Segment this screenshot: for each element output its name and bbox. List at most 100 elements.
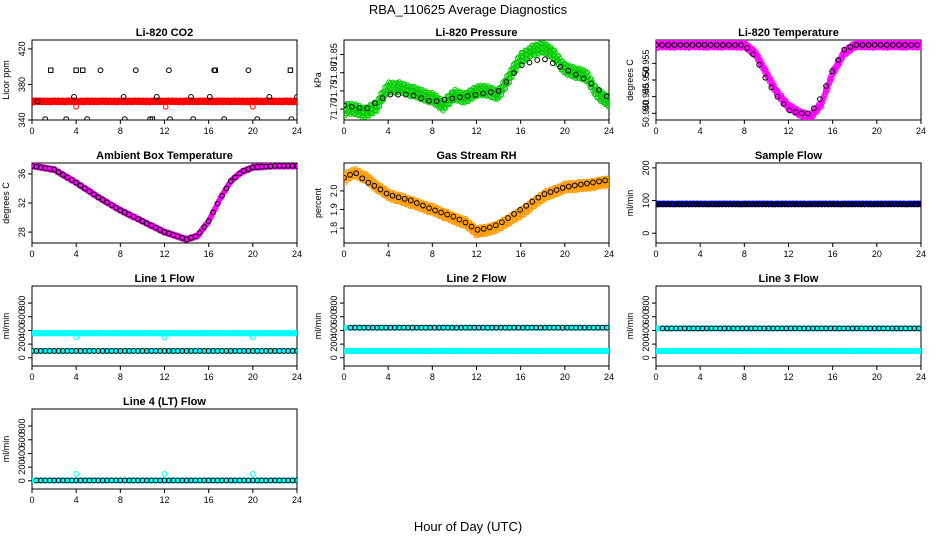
data-point — [288, 116, 295, 120]
data-point — [420, 202, 426, 209]
data-point — [498, 219, 505, 226]
data-point — [883, 42, 890, 48]
y-tick-label: 100 — [641, 193, 651, 208]
data-point — [659, 201, 666, 208]
data-point — [795, 201, 802, 208]
y-axis-label: kPa — [313, 72, 323, 88]
plot-data — [32, 67, 297, 120]
data-point — [190, 116, 197, 120]
data-point — [121, 116, 128, 120]
y-tick-label: 50.955 — [641, 50, 651, 78]
band-point — [761, 64, 768, 70]
data-point — [523, 202, 530, 209]
x-tick-label: 20 — [248, 372, 258, 382]
y-axis-label: degrees C — [625, 59, 635, 101]
data-point — [438, 209, 445, 216]
data-point — [759, 201, 765, 208]
data-point — [802, 201, 808, 208]
x-tick-label: 4 — [698, 249, 703, 259]
data-point — [486, 224, 493, 231]
data-point — [707, 42, 714, 48]
data-point — [732, 201, 739, 208]
y-tick-label: 50.940 — [641, 100, 651, 128]
data-point — [541, 191, 548, 197]
data-point — [822, 201, 828, 208]
data-point — [433, 98, 440, 104]
data-point — [894, 201, 901, 208]
figure-title: RBA_110625 Average Diagnostics — [369, 2, 568, 17]
data-point — [456, 216, 463, 223]
data-point-square — [73, 67, 79, 73]
data-point — [901, 201, 908, 208]
data-point — [214, 200, 221, 207]
x-tick-label: 4 — [698, 126, 703, 136]
data-point — [389, 192, 396, 199]
data-point — [756, 61, 763, 68]
band-point — [918, 43, 921, 49]
data-point — [769, 201, 775, 208]
data-point — [364, 105, 371, 112]
data-point — [395, 194, 402, 201]
data-point — [896, 42, 902, 48]
band-point — [918, 45, 921, 51]
y-tick-label: 71.80 — [329, 61, 339, 84]
x-tick-label: 0 — [653, 249, 658, 259]
data-point — [377, 186, 384, 193]
y-tick-label: 32 — [17, 198, 27, 208]
data-point — [468, 223, 475, 230]
data-point — [845, 201, 852, 208]
data-point — [108, 202, 115, 208]
data-point — [908, 201, 914, 208]
data-point — [480, 90, 487, 97]
data-point — [679, 201, 686, 208]
data-point — [702, 201, 709, 208]
data-point — [828, 201, 835, 208]
data-point — [130, 213, 137, 220]
y-tick-label: 1.9 — [329, 203, 339, 216]
data-point — [153, 93, 160, 100]
band-point — [814, 108, 821, 114]
data-point — [815, 201, 822, 208]
band-point — [553, 50, 559, 56]
data-point — [90, 191, 97, 198]
x-tick-label: 0 — [29, 372, 34, 382]
data-point — [426, 97, 432, 104]
x-tick-label: 8 — [118, 126, 123, 136]
y-axis-label: degrees C — [1, 182, 11, 224]
data-point — [853, 42, 860, 48]
data-point — [823, 83, 829, 89]
data-point — [84, 116, 91, 120]
x-tick-label: 12 — [783, 126, 793, 136]
x-tick-label: 24 — [292, 249, 302, 259]
x-tick-label: 4 — [74, 249, 79, 259]
data-point — [692, 201, 699, 208]
data-point — [254, 116, 261, 120]
data-point — [699, 201, 706, 208]
data-point — [818, 201, 825, 208]
data-point — [55, 169, 62, 176]
data-point — [749, 201, 755, 208]
data-point — [855, 201, 861, 208]
data-point — [888, 201, 895, 208]
x-tick-label: 20 — [248, 249, 258, 259]
data-point — [669, 201, 676, 208]
data-point — [95, 194, 102, 201]
plot-data — [656, 40, 921, 120]
data-point — [656, 42, 659, 48]
data-point — [77, 182, 84, 189]
band-point — [768, 76, 774, 82]
data-point — [686, 201, 693, 208]
data-point — [132, 67, 139, 74]
data-point — [534, 57, 541, 63]
y-tick-label: 200 — [17, 337, 27, 352]
data-point — [596, 87, 602, 93]
y-axis-label: ml/min — [1, 313, 11, 340]
panel-title: Gas Stream RH — [436, 150, 516, 162]
data-point — [529, 198, 536, 205]
data-point — [162, 103, 169, 110]
data-point — [861, 201, 868, 208]
data-point-square — [149, 116, 156, 120]
